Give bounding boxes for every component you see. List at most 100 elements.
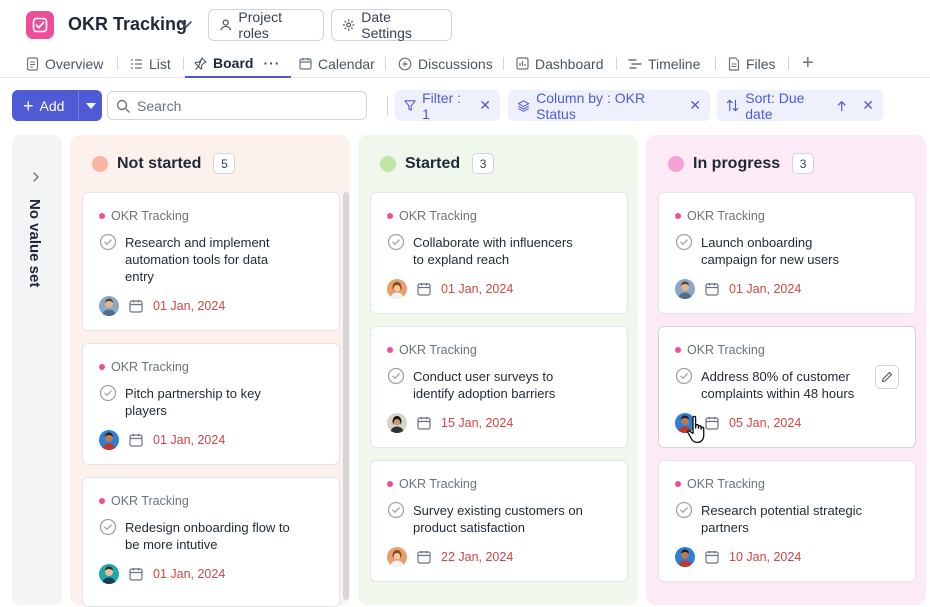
filter-chip[interactable]: Filter : 1 ✕ xyxy=(395,90,500,122)
list-icon xyxy=(131,58,142,69)
tab-discussions[interactable]: Discussions xyxy=(398,50,493,77)
task-card[interactable]: OKR Tracking Research potential strategi… xyxy=(658,460,916,582)
avatar[interactable] xyxy=(675,279,695,299)
chart-icon xyxy=(516,57,529,70)
tab-timeline[interactable]: Timeline xyxy=(628,50,700,77)
status-dot xyxy=(92,155,108,172)
calendar-icon xyxy=(705,417,719,430)
task-card[interactable]: OKR Tracking Pitch partnership to key pl… xyxy=(82,343,340,465)
date-settings-label: Date Settings xyxy=(361,9,412,41)
tab-label: Calendar xyxy=(318,55,375,72)
gear-icon xyxy=(342,19,355,31)
chevron-down-icon[interactable] xyxy=(178,16,194,32)
pin-icon xyxy=(194,56,207,70)
document-icon xyxy=(26,56,39,71)
search-input[interactable]: Search xyxy=(107,91,367,120)
add-split-divider xyxy=(78,90,79,121)
add-main-action[interactable]: + Add xyxy=(12,90,78,121)
tab-list[interactable]: List xyxy=(130,50,171,77)
tab-dashboard[interactable]: Dashboard xyxy=(516,50,604,77)
avatar[interactable] xyxy=(387,279,407,299)
due-date: 10 Jan, 2024 xyxy=(729,550,802,564)
close-icon[interactable]: ✕ xyxy=(479,97,491,113)
chevron-right-icon[interactable] xyxy=(31,171,41,183)
card-meta: 01 Jan, 2024 xyxy=(99,564,225,584)
tab-divider xyxy=(385,57,386,70)
card-project: OKR Tracking xyxy=(99,494,189,508)
card-project-label: OKR Tracking xyxy=(111,209,189,223)
project-dot xyxy=(387,347,393,353)
add-button[interactable]: + Add xyxy=(12,90,102,121)
calendar-icon xyxy=(417,551,431,564)
task-card[interactable]: OKR Tracking Collaborate with influencer… xyxy=(370,192,628,314)
sort-chip[interactable]: Sort: Due date ✕ xyxy=(717,90,883,122)
tab-files[interactable]: Files xyxy=(728,50,776,77)
card-project-label: OKR Tracking xyxy=(399,209,477,223)
add-dropdown-toggle[interactable] xyxy=(79,102,102,109)
more-options-icon[interactable]: ··· xyxy=(263,55,281,71)
check-circle-icon[interactable] xyxy=(387,367,405,385)
check-circle-icon[interactable] xyxy=(675,233,693,251)
calendar-icon xyxy=(299,58,312,70)
card-project: OKR Tracking xyxy=(675,343,765,357)
column-by-chip[interactable]: Column by : OKR Status ✕ xyxy=(508,89,710,122)
column-not-started: Not started 5 OKR Tracking Research and … xyxy=(70,135,350,607)
task-card[interactable]: OKR Tracking Redesign onboarding flow to… xyxy=(82,477,340,607)
date-settings-button[interactable]: Date Settings xyxy=(331,9,452,41)
check-circle-icon[interactable] xyxy=(387,501,405,519)
avatar[interactable] xyxy=(387,413,407,433)
avatar[interactable] xyxy=(99,296,119,316)
check-circle-icon[interactable] xyxy=(675,367,693,385)
task-card[interactable]: OKR Tracking Research and implement auto… xyxy=(82,192,340,331)
card-title: Collaborate with influencers to expland … xyxy=(413,235,573,267)
project-dot xyxy=(675,213,681,219)
check-circle-icon[interactable] xyxy=(387,233,405,251)
tab-calendar[interactable]: Calendar xyxy=(299,50,375,77)
tab-divider xyxy=(503,57,504,70)
project-dot xyxy=(99,364,105,370)
arrow-up-icon xyxy=(837,100,846,111)
top-bar: OKR Tracking Project roles Date Settings xyxy=(0,0,930,50)
check-circle-icon[interactable] xyxy=(99,518,117,536)
tab-board[interactable]: Board ··· xyxy=(185,50,292,78)
check-circle-icon[interactable] xyxy=(99,233,117,251)
close-icon[interactable]: ✕ xyxy=(689,97,701,113)
task-card[interactable]: OKR Tracking Launch onboarding campaign … xyxy=(658,192,916,314)
card-meta: 01 Jan, 2024 xyxy=(99,296,225,316)
task-card[interactable]: OKR Tracking Conduct user surveys to ide… xyxy=(370,326,628,448)
edit-button[interactable] xyxy=(875,365,899,389)
avatar[interactable] xyxy=(99,564,119,584)
project-dot xyxy=(387,481,393,487)
tab-label: Discussions xyxy=(418,55,493,72)
task-card[interactable]: OKR Tracking Survey existing customers o… xyxy=(370,460,628,582)
avatar[interactable] xyxy=(675,547,695,567)
task-card[interactable]: OKR Tracking Address 80% of customer com… xyxy=(658,326,916,448)
calendar-icon xyxy=(129,300,143,313)
due-date: 01 Jan, 2024 xyxy=(153,567,226,581)
card-meta: 10 Jan, 2024 xyxy=(675,547,801,567)
close-icon[interactable]: ✕ xyxy=(862,97,874,113)
add-view-icon[interactable]: + xyxy=(802,52,814,74)
column-scrollbar[interactable] xyxy=(343,192,349,600)
status-dot xyxy=(380,155,396,172)
person-icon xyxy=(220,19,232,31)
card-meta: 01 Jan, 2024 xyxy=(387,279,513,299)
card-project-label: OKR Tracking xyxy=(111,494,189,508)
avatar[interactable] xyxy=(99,430,119,450)
project-roles-button[interactable]: Project roles xyxy=(208,9,324,41)
project-dot xyxy=(99,213,105,219)
no-value-column[interactable]: No value set xyxy=(12,135,62,605)
column-by-label: Column by : OKR Status xyxy=(536,89,646,122)
tab-label: List xyxy=(149,55,171,72)
card-project-label: OKR Tracking xyxy=(687,343,765,357)
check-circle-icon[interactable] xyxy=(99,384,117,402)
card-project-label: OKR Tracking xyxy=(399,477,477,491)
avatar[interactable] xyxy=(387,547,407,567)
project-dot xyxy=(387,213,393,219)
kanban-board: No value set Not started 5 OKR Tracking … xyxy=(0,135,930,607)
tab-overview[interactable]: Overview xyxy=(26,50,103,77)
toolbar-divider xyxy=(387,96,388,116)
check-circle-icon[interactable] xyxy=(675,501,693,519)
tab-label: Timeline xyxy=(648,55,701,72)
calendar-icon xyxy=(705,551,719,564)
